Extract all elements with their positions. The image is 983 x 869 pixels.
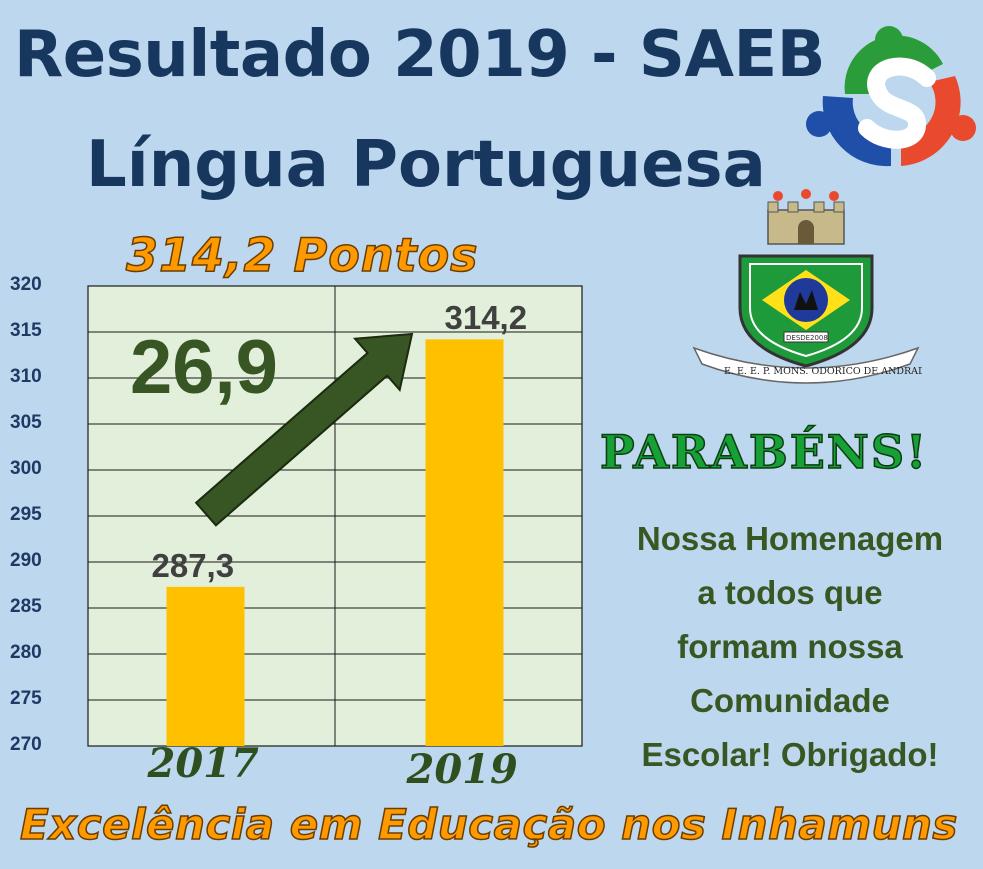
message-line: Comunidade <box>690 682 890 719</box>
y-tick-label: 320 <box>10 274 42 295</box>
data-label: 287,3 <box>151 546 235 584</box>
bar-2019 <box>425 339 504 746</box>
increase-arrow <box>194 332 414 527</box>
page-title: Resultado 2019 - SAEB <box>14 18 826 92</box>
plot-border <box>87 285 583 747</box>
y-tick-label: 310 <box>10 366 42 387</box>
y-tick-label: 290 <box>10 550 42 571</box>
footer-slogan: Excelência em Educação nos Inhamuns <box>19 799 958 850</box>
crest-year: 2008 <box>810 334 828 342</box>
message-line: formam nossa <box>677 628 903 665</box>
y-tick-label: 270 <box>10 734 42 755</box>
tribute-message: Nossa Homenagem a todos que formam nossa… <box>600 512 980 782</box>
school-crest-icon: DESDE 2008 E. E. E. P. MONS. ODORICO DE … <box>692 189 922 384</box>
message-line: a todos que <box>697 574 883 611</box>
x-tick-label: 2019 <box>406 746 518 793</box>
y-tick-label: 285 <box>10 596 42 617</box>
page-subtitle: Língua Portuguesa <box>86 128 766 202</box>
increase-label: 26,9 <box>130 325 278 410</box>
message-line: Nossa Homenagem <box>636 520 944 557</box>
congrats-heading: PARABÉNS! <box>599 424 929 480</box>
message-line: Escolar! Obrigado! <box>641 736 939 773</box>
crest-banner: E. E. E. P. MONS. ODORICO DE ANDRADE <box>724 366 922 377</box>
y-tick-label: 295 <box>10 504 42 525</box>
data-label: 314,2 <box>444 299 528 337</box>
y-tick-label: 300 <box>10 458 42 479</box>
bar-2017 <box>166 586 245 746</box>
y-tick-label: 280 <box>10 642 42 663</box>
saeb-s-logo-icon <box>806 26 976 167</box>
y-tick-label: 305 <box>10 412 42 433</box>
y-tick-label: 275 <box>10 688 42 709</box>
y-tick-label: 315 <box>10 320 42 341</box>
x-tick-label: 2017 <box>147 740 259 787</box>
score-headline: 314,2 Pontos <box>125 227 479 283</box>
crest-desde: DESDE <box>786 334 810 342</box>
